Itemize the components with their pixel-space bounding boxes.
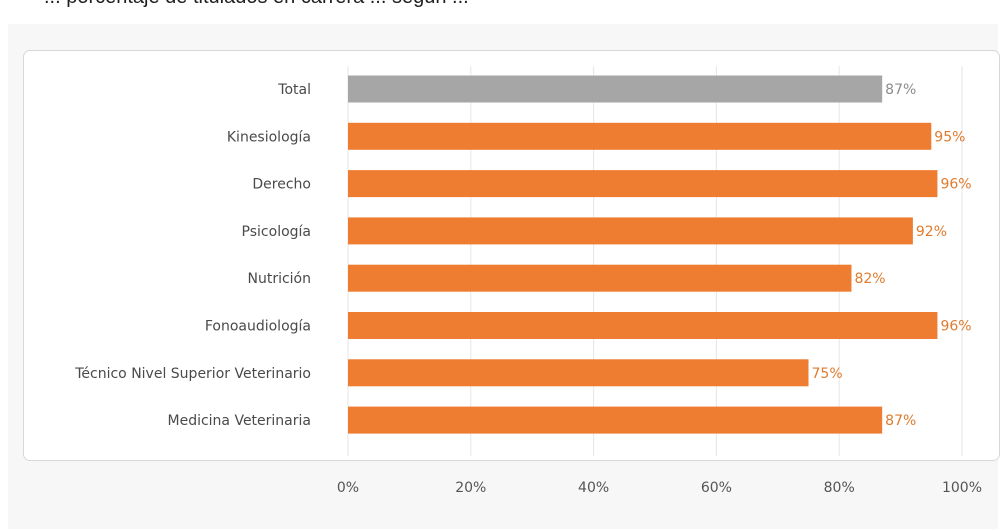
value-label: 92% <box>916 224 947 240</box>
bar <box>348 170 938 198</box>
category-label: Derecho <box>252 177 311 193</box>
category-label: Nutrición <box>247 271 311 287</box>
bar <box>348 264 852 292</box>
category-label: Técnico Nivel Superior Veterinario <box>74 366 311 382</box>
category-label: Medicina Veterinaria <box>168 413 312 429</box>
bar <box>348 406 883 434</box>
x-tick-label: 40% <box>578 480 609 496</box>
value-label: 95% <box>934 129 965 145</box>
value-label: 75% <box>812 366 843 382</box>
chart-card <box>23 50 1000 461</box>
chart-caption: ... porcentaje de titulados en carrera .… <box>44 0 469 9</box>
bar <box>348 312 938 339</box>
x-tick-label: 0% <box>337 480 359 496</box>
value-label: 87% <box>885 413 916 429</box>
bar <box>348 359 809 387</box>
category-label: Fonoaudiología <box>205 319 311 335</box>
x-tick-label: 60% <box>701 480 732 496</box>
category-label: Kinesiología <box>227 129 311 145</box>
bar <box>348 217 913 245</box>
value-label: 96% <box>940 177 971 193</box>
value-label: 82% <box>854 271 885 287</box>
x-tick-label: 100% <box>942 480 982 496</box>
value-label: 96% <box>940 319 971 335</box>
x-tick-label: 80% <box>824 480 855 496</box>
value-label: 87% <box>885 82 916 98</box>
category-label: Total <box>277 82 311 98</box>
x-tick-label: 20% <box>455 480 486 496</box>
bar <box>348 122 932 150</box>
bar <box>348 75 883 103</box>
category-label: Psicología <box>242 224 311 240</box>
